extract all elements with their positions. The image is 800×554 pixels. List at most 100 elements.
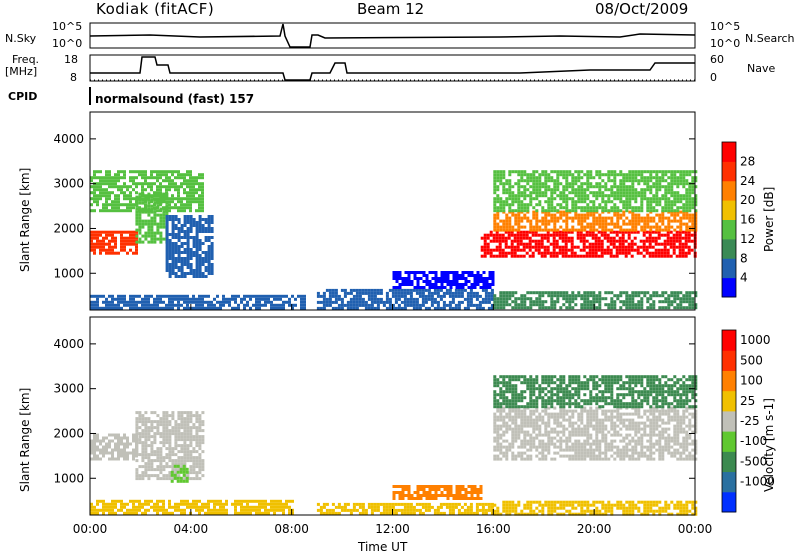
power-cell — [475, 303, 479, 307]
power-cell — [451, 306, 455, 310]
power-cell — [580, 213, 584, 217]
velocity-cell — [126, 439, 129, 443]
velocity-cell — [177, 462, 181, 466]
power-cell — [171, 263, 175, 266]
power-cell — [186, 170, 189, 174]
velocity-cell — [565, 412, 569, 416]
velocity-region — [493, 406, 698, 461]
power-cell — [523, 179, 527, 183]
power-cell — [162, 219, 166, 223]
velocity-cell — [532, 424, 536, 428]
power-cell — [483, 239, 487, 243]
power-cell — [691, 225, 695, 229]
power-cell — [652, 182, 656, 186]
power-cell — [679, 297, 683, 301]
power-cell — [141, 222, 145, 226]
velocity-cell — [180, 450, 184, 454]
power-cell — [676, 179, 680, 183]
power-cell — [457, 294, 461, 298]
velocity-cell — [598, 445, 602, 449]
velocity-cell — [580, 442, 584, 446]
velocity-cell — [132, 439, 135, 443]
velocity-cell — [586, 427, 590, 431]
power-cell — [195, 188, 198, 192]
velocity-cell — [99, 442, 102, 446]
power-cell — [688, 225, 692, 229]
power-cell — [633, 242, 637, 246]
velocity-cell — [192, 435, 196, 439]
velocity-cell — [511, 439, 515, 443]
power-cell — [195, 191, 198, 195]
power-cell — [673, 213, 677, 217]
velocity-cell — [141, 444, 145, 448]
power-cell — [90, 203, 93, 207]
power-cell — [630, 242, 634, 246]
velocity-cell — [532, 418, 536, 422]
power-ytick-label: 4000 — [53, 132, 84, 146]
power-cell — [523, 188, 527, 192]
velocity-cell — [490, 502, 494, 506]
velocity-cell — [222, 511, 225, 515]
power-cell — [598, 222, 602, 226]
power-cell — [625, 197, 629, 201]
velocity-cell — [189, 468, 193, 472]
power-cell — [288, 297, 291, 301]
velocity-cell — [176, 479, 180, 483]
power-cell — [126, 206, 129, 210]
velocity-cell — [479, 485, 483, 488]
power-cell — [544, 213, 548, 217]
velocity-cell — [147, 499, 150, 503]
velocity-cell — [135, 508, 138, 512]
velocity-cell — [162, 426, 166, 430]
power-cell — [334, 297, 338, 301]
velocity-cell — [565, 454, 569, 458]
velocity-cell — [565, 427, 569, 431]
velocity-cell — [93, 442, 96, 446]
velocity-cell — [111, 439, 114, 443]
power-cell — [171, 185, 174, 189]
power-cell — [361, 297, 365, 301]
power-cell — [595, 170, 599, 174]
velocity-cell — [192, 499, 195, 503]
velocity-cell — [550, 457, 554, 461]
velocity-cell — [421, 505, 425, 509]
velocity-cell — [174, 426, 178, 430]
power-cell — [667, 219, 671, 223]
power-cell — [544, 182, 548, 186]
velocity-cell — [189, 450, 193, 454]
power-cell — [132, 297, 135, 301]
power-cell — [640, 176, 644, 180]
power-cell — [648, 242, 652, 246]
power-cell — [192, 294, 195, 298]
velocity-cell — [571, 430, 575, 434]
velocity-cell — [586, 439, 590, 443]
velocity-cell — [177, 435, 181, 439]
velocity-cell — [186, 502, 189, 506]
power-cell — [361, 288, 365, 292]
velocity-cell — [401, 485, 405, 488]
power-cell — [334, 291, 338, 295]
power-cell — [210, 300, 213, 304]
velocity-cell — [547, 412, 551, 416]
power-cell — [520, 306, 524, 310]
power-cell — [165, 197, 168, 201]
power-cell — [114, 209, 117, 213]
power-cell — [604, 209, 608, 213]
power-cell — [544, 194, 548, 198]
velocity-cell — [138, 411, 142, 415]
velocity-cell — [535, 427, 539, 431]
power-cell — [93, 251, 96, 255]
velocity-cell — [276, 499, 279, 503]
power-cell — [392, 274, 396, 277]
power-cell — [165, 254, 169, 257]
velocity-cell — [182, 473, 186, 477]
power-cell — [606, 239, 610, 243]
power-cell — [655, 173, 659, 177]
power-cell — [144, 179, 147, 183]
power-cell — [679, 200, 683, 204]
power-cell — [150, 182, 153, 186]
velocity-cell — [117, 442, 120, 446]
velocity-cell — [559, 421, 563, 425]
power-cell — [502, 203, 506, 207]
power-cell — [147, 197, 150, 201]
